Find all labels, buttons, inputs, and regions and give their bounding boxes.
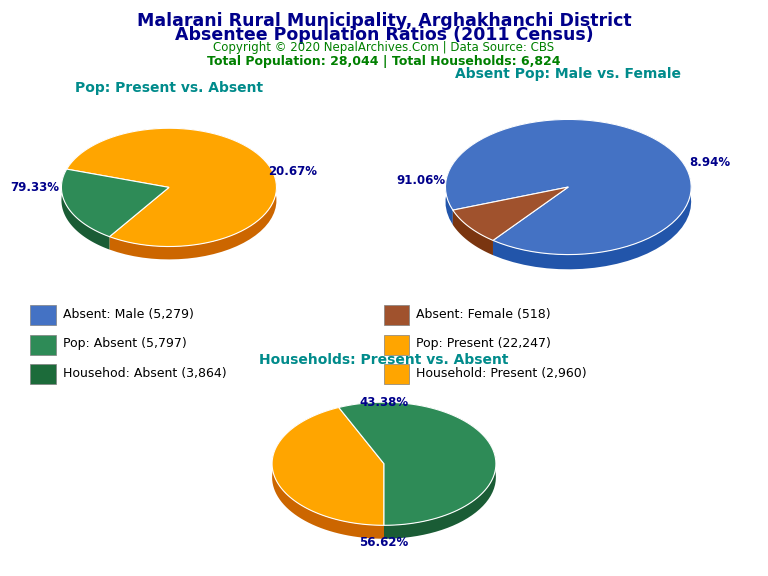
Text: Copyright © 2020 NepalArchives.Com | Data Source: CBS: Copyright © 2020 NepalArchives.Com | Dat… [214,41,554,55]
Polygon shape [61,169,110,249]
FancyBboxPatch shape [384,364,409,384]
Polygon shape [339,402,496,525]
Text: Pop: Absent (5,797): Pop: Absent (5,797) [63,338,187,350]
Polygon shape [67,128,276,247]
Text: 20.67%: 20.67% [268,165,317,178]
FancyBboxPatch shape [384,305,409,325]
Title: Households: Present vs. Absent: Households: Present vs. Absent [260,354,508,367]
Polygon shape [453,210,493,255]
FancyBboxPatch shape [30,364,55,384]
Polygon shape [67,128,276,259]
Polygon shape [61,169,169,237]
Title: Absent Pop: Male vs. Female: Absent Pop: Male vs. Female [455,67,681,81]
Text: 8.94%: 8.94% [689,156,730,169]
Text: Absent: Male (5,279): Absent: Male (5,279) [63,308,194,321]
FancyBboxPatch shape [384,335,409,355]
Text: Household: Present (2,960): Household: Present (2,960) [416,367,587,380]
Polygon shape [272,407,384,539]
Polygon shape [453,187,568,240]
Polygon shape [445,119,691,270]
Text: 43.38%: 43.38% [359,396,409,409]
Text: Pop: Present (22,247): Pop: Present (22,247) [416,338,551,350]
Text: 56.62%: 56.62% [359,536,409,548]
Text: Malarani Rural Municipality, Arghakhanchi District: Malarani Rural Municipality, Arghakhanch… [137,12,631,29]
FancyBboxPatch shape [30,305,55,325]
Text: Househod: Absent (3,864): Househod: Absent (3,864) [63,367,227,380]
Polygon shape [339,402,496,539]
Polygon shape [445,119,691,255]
Text: 91.06%: 91.06% [396,175,445,187]
Polygon shape [272,407,384,525]
Text: Total Population: 28,044 | Total Households: 6,824: Total Population: 28,044 | Total Househo… [207,55,561,68]
Text: Absentee Population Ratios (2011 Census): Absentee Population Ratios (2011 Census) [174,26,594,44]
Text: Absent: Female (518): Absent: Female (518) [416,308,551,321]
Text: 79.33%: 79.33% [10,181,59,194]
FancyBboxPatch shape [30,335,55,355]
Title: Pop: Present vs. Absent: Pop: Present vs. Absent [75,81,263,95]
